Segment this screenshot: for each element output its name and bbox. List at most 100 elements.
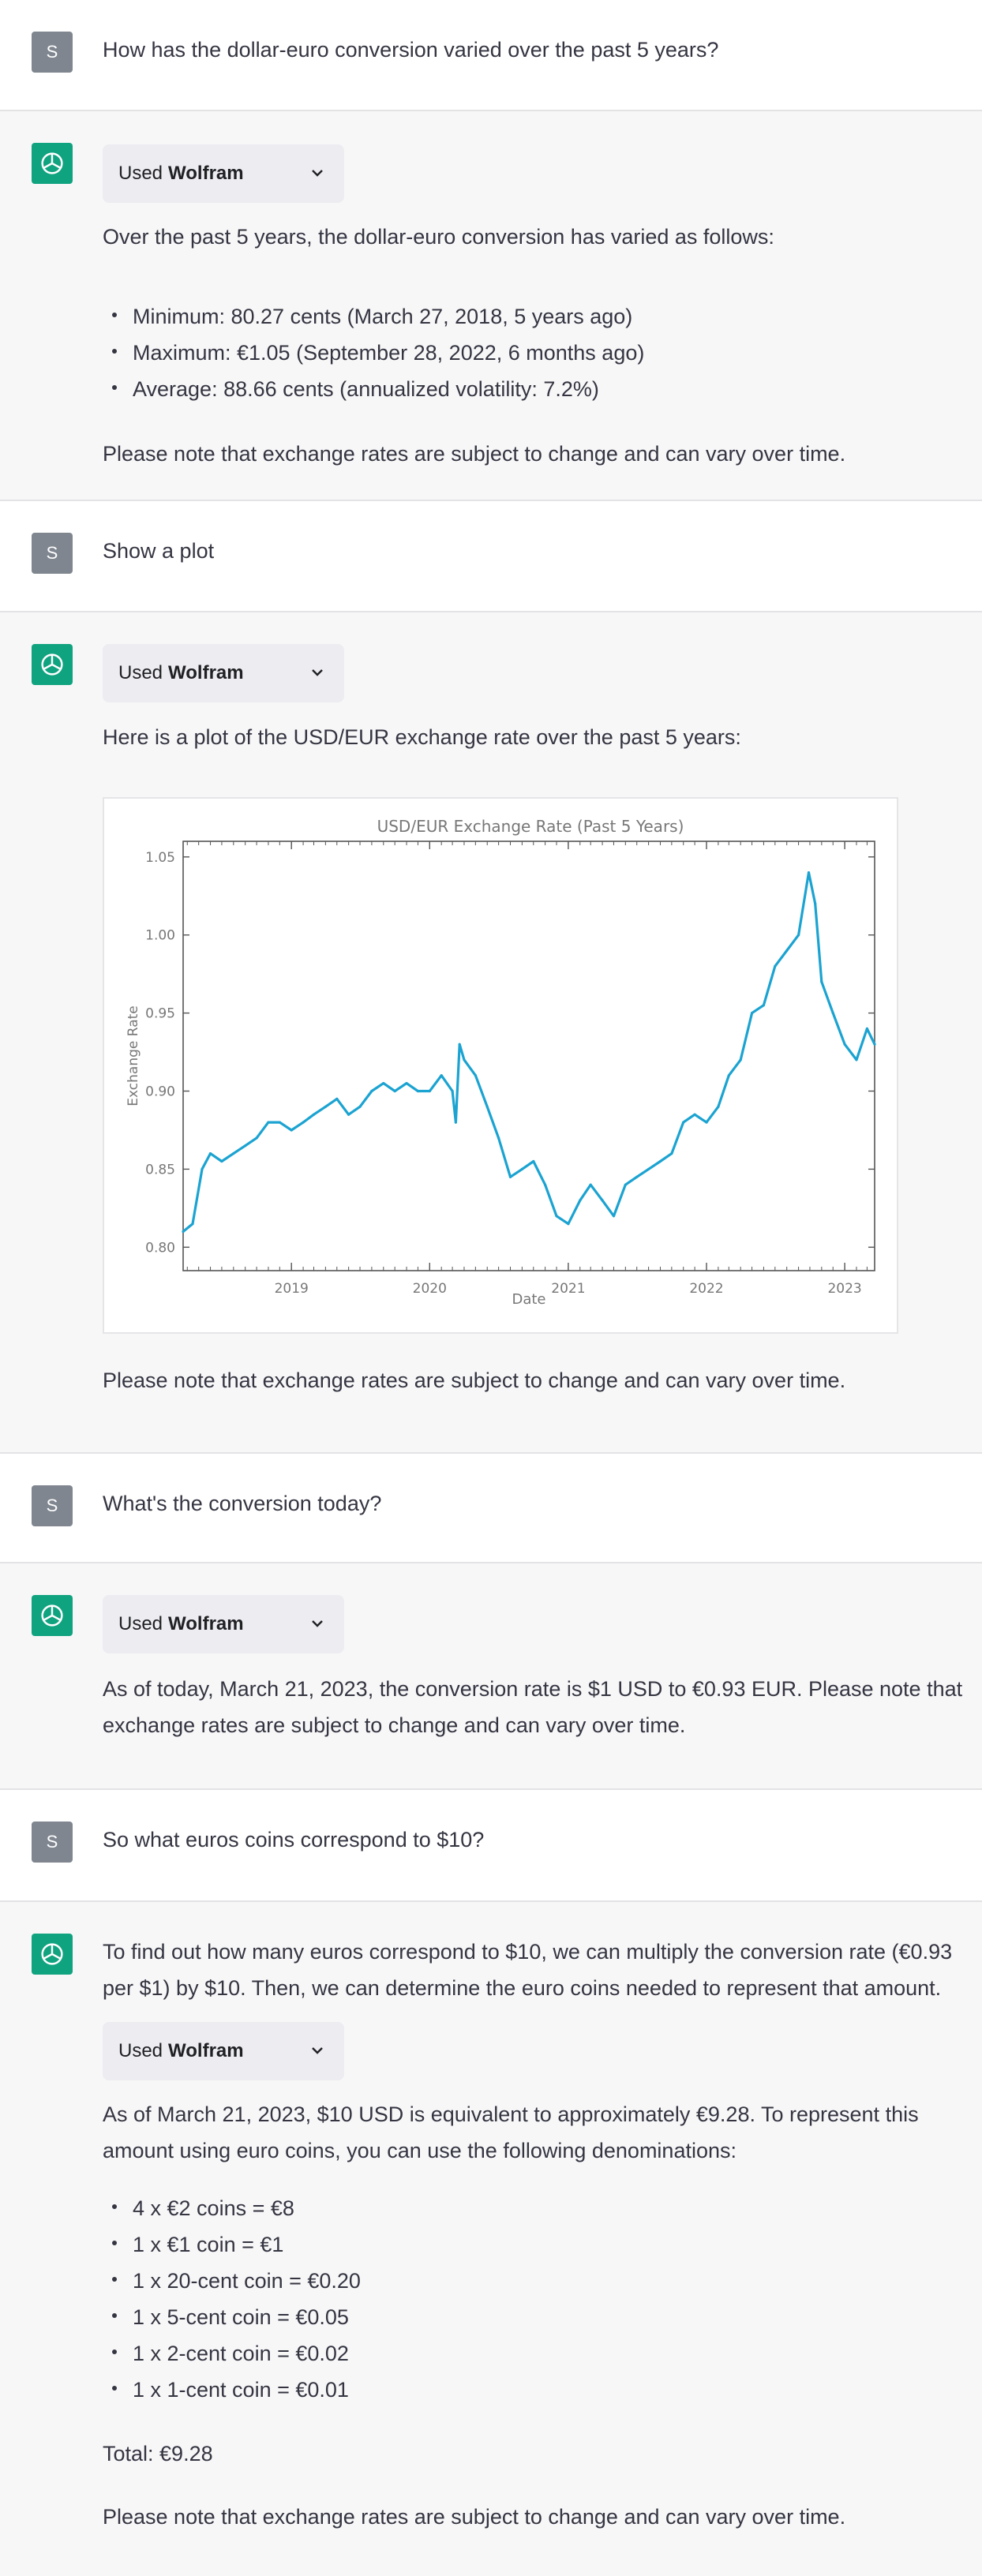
chevron-down-icon [312, 669, 323, 676]
user-message: S What's the conversion today? [0, 1454, 982, 1563]
data-point [370, 1089, 373, 1093]
data-point [624, 1183, 627, 1186]
openai-logo-icon [41, 1943, 63, 1965]
data-point [751, 1012, 754, 1015]
data-point [739, 1058, 742, 1061]
data-point [454, 1121, 457, 1124]
data-point [555, 1215, 558, 1218]
data-point [463, 1058, 466, 1061]
data-point [589, 1183, 592, 1186]
plugin-used-dropdown[interactable]: Used Wolfram [103, 144, 344, 203]
data-point [405, 1082, 408, 1085]
chart-title: USD/EUR Exchange Rate (Past 5 Years) [377, 817, 684, 836]
y-tick-label: 1.05 [145, 850, 175, 866]
plugin-name: Wolfram [168, 2040, 244, 2061]
plugin-used-dropdown[interactable]: Used Wolfram [103, 644, 344, 702]
data-point [182, 1230, 185, 1234]
user-message: S Show a plot [0, 501, 982, 612]
data-point [358, 1105, 362, 1108]
data-point [705, 1121, 708, 1124]
data-point [508, 1175, 512, 1178]
data-point [855, 1058, 858, 1061]
data-point [458, 1043, 461, 1046]
data-point [831, 1012, 834, 1015]
data-point [682, 1121, 685, 1124]
user-message: S So what euros coins correspond to $10? [0, 1790, 982, 1902]
data-point [544, 1183, 547, 1186]
series-line [182, 871, 876, 1233]
data-point [451, 1089, 454, 1093]
data-point [532, 1159, 535, 1163]
list-item: 1 x 5-cent coin = €0.05 [103, 2299, 892, 2335]
plugin-used-label: Used [118, 662, 163, 683]
data-point [579, 1199, 582, 1202]
data-point [440, 1074, 443, 1077]
assistant-text: Over the past 5 years, the dollar-euro c… [103, 225, 774, 249]
x-tick-label: 2020 [413, 1281, 447, 1297]
assistant-message: Used Wolfram Over the past 5 years, the d… [0, 111, 982, 501]
assistant-note: Please note that exchange rates are subj… [103, 2505, 846, 2529]
bullet-list: Minimum: 80.27 cents (March 27, 2018, 5 … [103, 298, 892, 407]
user-avatar: S [32, 1822, 73, 1863]
data-point [347, 1113, 350, 1116]
list-item: 1 x 2-cent coin = €0.02 [103, 2335, 892, 2372]
y-tick-label: 1.00 [145, 928, 175, 944]
x-tick-label: 2023 [827, 1281, 861, 1297]
list-item: Average: 88.66 cents (annualized volatil… [103, 371, 892, 407]
assistant-avatar [32, 1934, 73, 1975]
x-tick-label: 2019 [275, 1281, 309, 1297]
chart-svg: USD/EUR Exchange Rate (Past 5 Years) 0.8… [126, 817, 876, 1308]
data-point [485, 1105, 489, 1108]
assistant-avatar [32, 143, 73, 184]
list-item: Maximum: €1.05 (September 28, 2022, 6 mo… [103, 335, 892, 371]
data-point [232, 1152, 235, 1155]
plugin-used-label: Used [118, 1613, 163, 1634]
data-point [601, 1199, 604, 1202]
data-point [220, 1159, 223, 1163]
data-point [302, 1121, 305, 1124]
user-avatar: S [32, 32, 73, 73]
data-point [244, 1144, 247, 1148]
data-point [520, 1167, 524, 1170]
x-tick-label: 2021 [551, 1281, 585, 1297]
y-tick-label: 0.85 [145, 1162, 175, 1178]
x-tick-label: 2022 [689, 1281, 723, 1297]
data-point [267, 1121, 270, 1124]
plot-frame [182, 841, 875, 1271]
plugin-name: Wolfram [168, 662, 244, 683]
list-item: 1 x 20-cent coin = €0.20 [103, 2263, 892, 2299]
plugin-used-label: Used [118, 163, 163, 184]
user-message-text: What's the conversion today? [103, 1492, 382, 1515]
list-item: 4 x €2 coins = €8 [103, 2190, 892, 2226]
x-axis-label: Date [512, 1291, 545, 1308]
data-point [727, 1074, 730, 1077]
plugin-used-dropdown[interactable]: Used Wolfram [103, 1595, 344, 1653]
assistant-message: To find out how many euros correspond to… [0, 1902, 982, 2576]
user-message-text: So what euros coins correspond to $10? [103, 1828, 485, 1852]
data-point [670, 1152, 673, 1155]
data-point [647, 1167, 650, 1170]
data-point [693, 1113, 696, 1116]
data-point [416, 1089, 419, 1093]
y-tick-label: 0.90 [145, 1084, 175, 1100]
assistant-text: As of March 21, 2023, $10 USD is equival… [103, 2102, 919, 2162]
data-point [497, 1136, 500, 1140]
chevron-down-icon [312, 1620, 323, 1627]
data-point [191, 1222, 194, 1226]
data-point [865, 1027, 868, 1030]
data-point [312, 1113, 316, 1116]
list-item: 1 x 1-cent coin = €0.01 [103, 2372, 892, 2408]
assistant-avatar [32, 644, 73, 685]
plugin-name: Wolfram [168, 1613, 244, 1634]
user-message: S How has the dollar-euro conversion var… [0, 0, 982, 111]
chevron-down-icon [312, 170, 323, 177]
data-point [255, 1136, 258, 1140]
assistant-message: Used Wolfram Here is a plot of the USD/EU… [0, 612, 982, 1454]
user-message-text: How has the dollar-euro conversion varie… [103, 38, 719, 62]
data-point [567, 1222, 570, 1226]
plugin-used-dropdown[interactable]: Used Wolfram [103, 2022, 344, 2080]
assistant-message: Used Wolfram As of today, March 21, 2023,… [0, 1563, 982, 1790]
assistant-note: Please note that exchange rates are subj… [103, 442, 846, 466]
data-point [393, 1089, 396, 1093]
data-point [382, 1082, 385, 1085]
